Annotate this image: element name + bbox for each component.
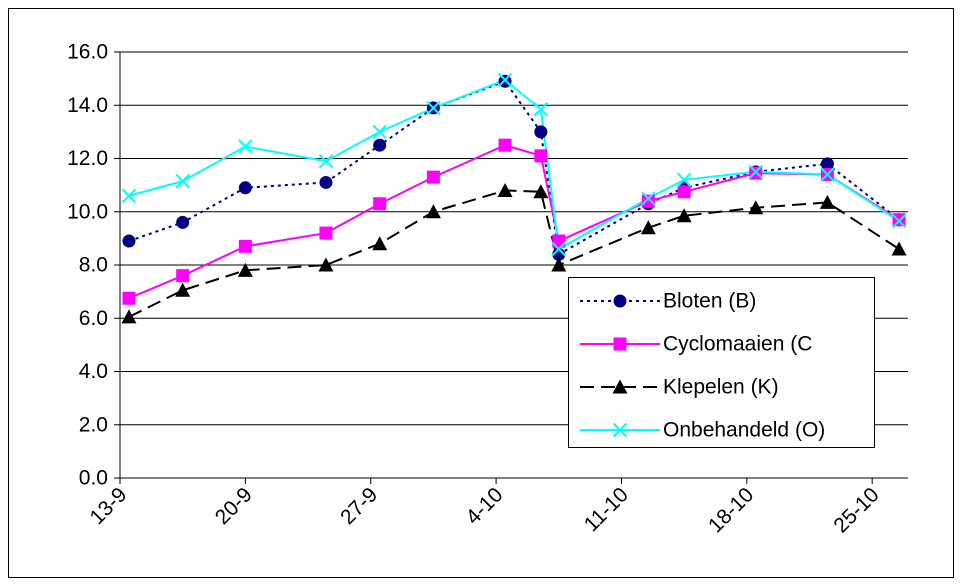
marker bbox=[820, 167, 835, 182]
marker bbox=[820, 157, 834, 171]
y-tick-label: 8.0 bbox=[79, 254, 108, 277]
marker bbox=[176, 269, 190, 283]
marker bbox=[497, 72, 513, 88]
legend-marker bbox=[612, 422, 628, 438]
series-line bbox=[128, 144, 900, 300]
marker bbox=[641, 191, 656, 206]
marker bbox=[426, 170, 440, 184]
legend-marker bbox=[612, 379, 628, 394]
marker bbox=[121, 309, 137, 324]
marker bbox=[318, 257, 334, 272]
legend-label: Klepelen (K) bbox=[663, 376, 779, 399]
y-tick-label: 16.0 bbox=[67, 41, 108, 64]
series-line bbox=[128, 80, 900, 256]
marker bbox=[891, 213, 907, 229]
marker bbox=[551, 241, 566, 257]
y-tick-label: 10.0 bbox=[67, 200, 108, 223]
marker bbox=[552, 234, 566, 248]
marker bbox=[122, 291, 136, 305]
marker bbox=[497, 182, 513, 197]
series-line bbox=[128, 78, 900, 251]
y-tick-label: 6.0 bbox=[79, 307, 108, 330]
marker bbox=[640, 220, 656, 235]
y-tick-label: 4.0 bbox=[79, 360, 108, 383]
legend: Bloten (B) Cyclomaaien (C Klepelen (K) Onbe… bbox=[568, 277, 875, 448]
marker bbox=[175, 282, 191, 297]
marker bbox=[676, 208, 692, 223]
marker bbox=[426, 100, 441, 116]
marker bbox=[641, 194, 655, 208]
y-tick-label: 12.0 bbox=[67, 147, 108, 170]
legend-marker bbox=[613, 294, 627, 308]
marker bbox=[122, 234, 136, 248]
marker bbox=[425, 204, 441, 219]
marker bbox=[121, 188, 137, 203]
legend-marker bbox=[613, 337, 627, 351]
marker bbox=[677, 185, 691, 199]
marker bbox=[319, 226, 333, 240]
series-line bbox=[128, 189, 900, 318]
marker bbox=[533, 102, 549, 117]
marker bbox=[372, 236, 388, 251]
legend-label: Cyclomaaien (C bbox=[663, 333, 812, 356]
marker bbox=[498, 138, 512, 152]
marker bbox=[748, 200, 764, 215]
marker bbox=[238, 239, 252, 253]
y-tick-label: 2.0 bbox=[79, 413, 108, 436]
marker bbox=[819, 194, 835, 209]
marker bbox=[676, 172, 692, 188]
marker bbox=[319, 175, 333, 189]
y-tick-label: 0.0 bbox=[79, 467, 108, 490]
marker bbox=[534, 149, 548, 163]
marker bbox=[318, 153, 334, 169]
marker bbox=[238, 181, 252, 195]
marker bbox=[373, 138, 387, 152]
y-tick-label: 14.0 bbox=[67, 94, 108, 117]
marker bbox=[237, 262, 253, 277]
marker bbox=[176, 215, 190, 229]
marker bbox=[238, 139, 253, 154]
marker bbox=[551, 257, 567, 272]
marker bbox=[891, 241, 907, 256]
marker bbox=[373, 197, 387, 211]
marker bbox=[534, 125, 548, 139]
legend-label: Onbehandeld (O) bbox=[663, 419, 825, 442]
marker bbox=[748, 164, 763, 180]
legend-label: Bloten (B) bbox=[663, 290, 756, 313]
marker bbox=[175, 173, 190, 189]
marker bbox=[372, 124, 387, 140]
marker bbox=[533, 184, 549, 199]
